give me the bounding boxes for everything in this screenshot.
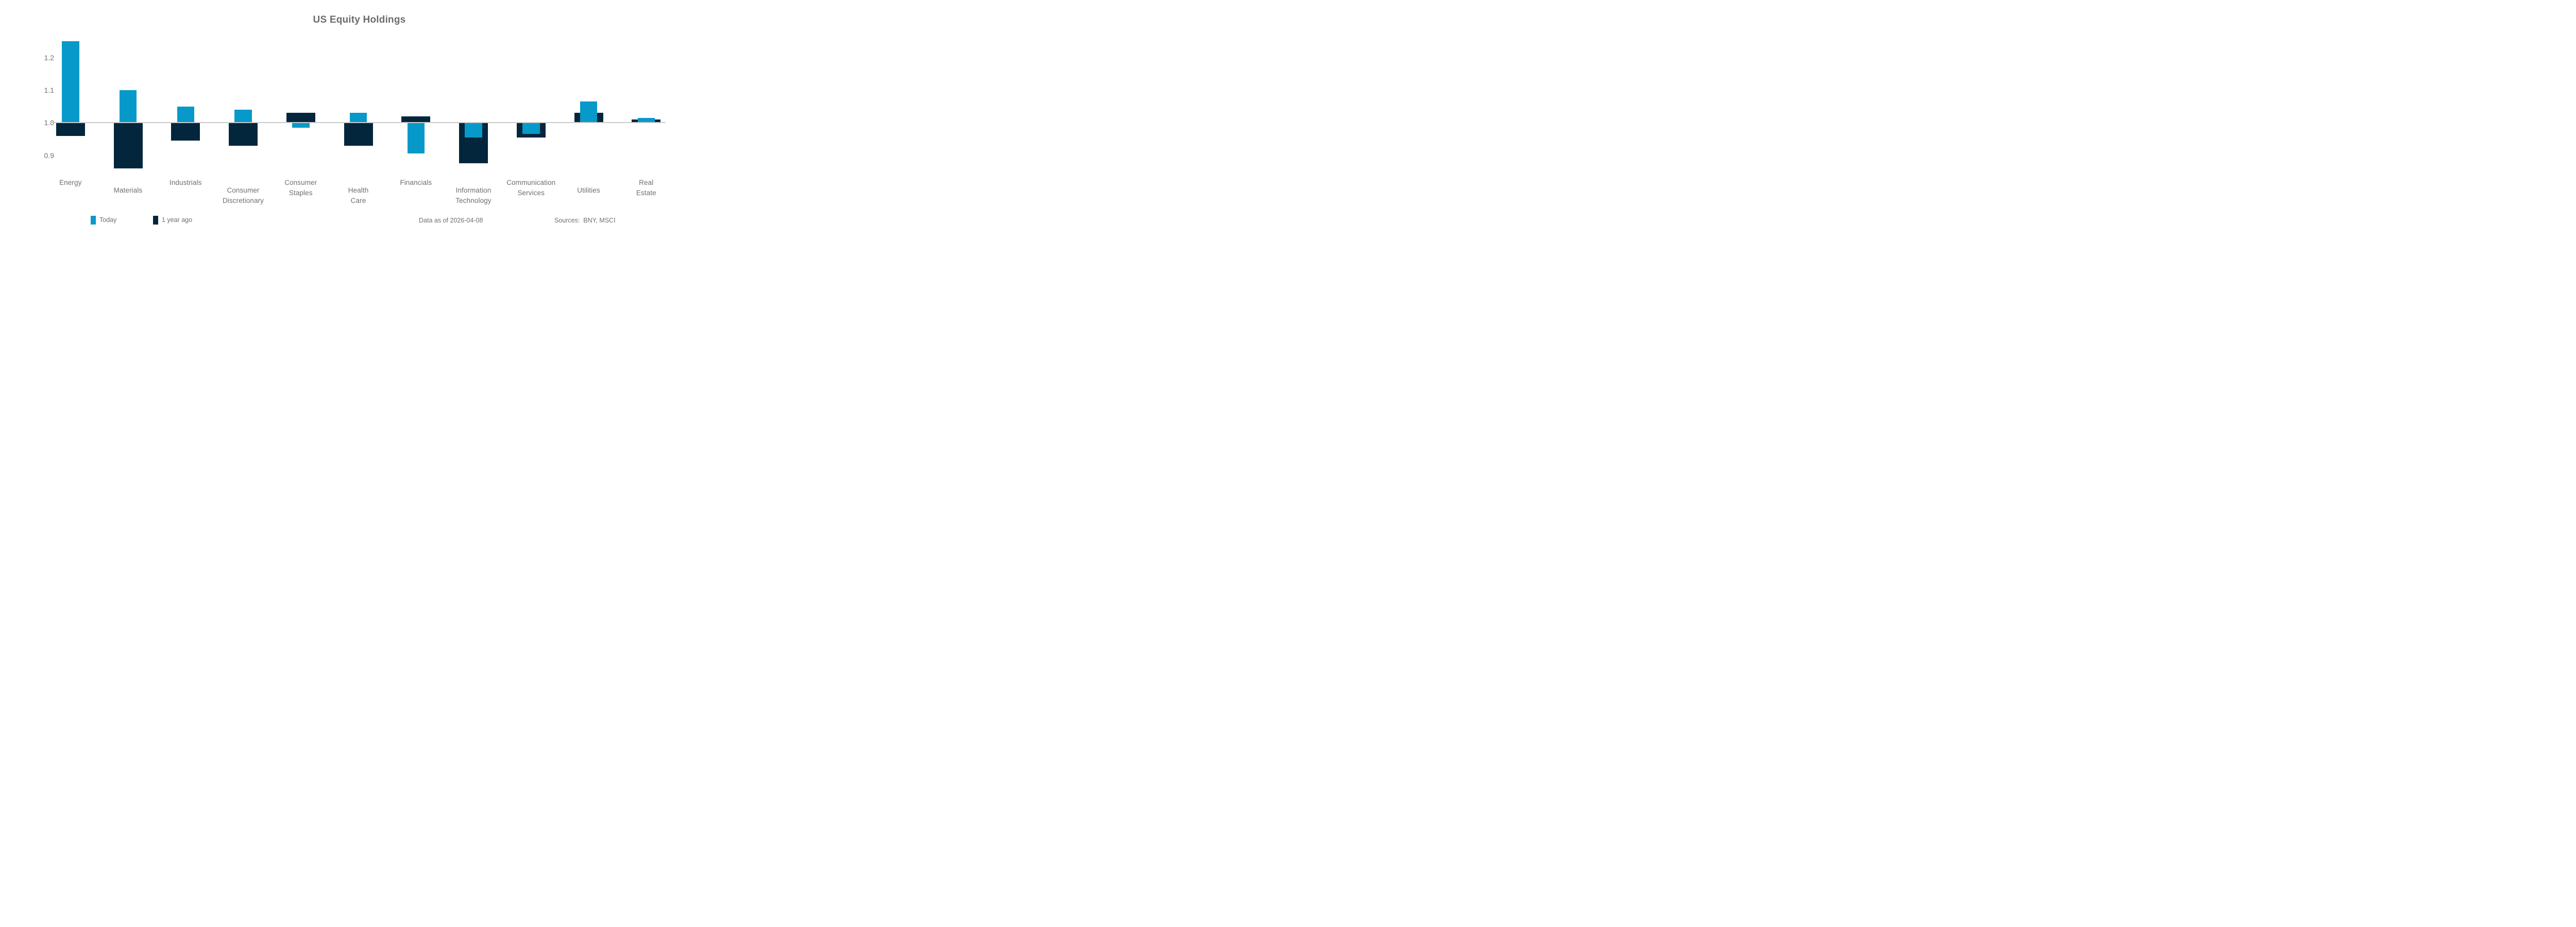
legend-label-today: Today (99, 216, 117, 224)
category-label-energy: Energy (59, 178, 82, 186)
category-label-industrials: Industrials (169, 178, 202, 186)
bar-today-information-technology (465, 123, 482, 138)
bar-today-utilities (580, 101, 598, 123)
chart-title: US Equity Holdings (313, 14, 406, 25)
bar-1-year-ago-energy (56, 123, 85, 136)
y-axis-tick-1.1: 1.1 (44, 86, 54, 95)
legend-label-1-year-ago: 1 year ago (162, 216, 193, 224)
category-label-consumer-discretionary: Consumer Discretionary (222, 186, 264, 204)
bar-1-year-ago-financials (401, 116, 431, 123)
bar-today-real-estate (637, 117, 655, 123)
bar-today-consumer-discretionary (234, 110, 252, 123)
category-label-consumer-staples: Consumer Staples (284, 178, 317, 197)
y-axis-tick-1.2: 1.2 (44, 53, 54, 62)
y-axis-tick-0.9: 0.9 (44, 151, 54, 160)
category-label-information-technology: Information Technology (455, 186, 492, 204)
bar-today-energy (62, 41, 79, 123)
category-label-communication-services: Communication Services (506, 178, 556, 197)
bar-today-consumer-staples (292, 123, 310, 128)
category-label-materials: Materials (113, 186, 143, 194)
footnote-sources: Sources: BNY, MSCI (554, 217, 616, 224)
bar-today-health-care (349, 113, 367, 123)
bar-today-materials (119, 90, 137, 123)
category-label-health-care: Health Care (348, 186, 369, 204)
bar-today-communication-services (522, 123, 540, 134)
category-label-utilities: Utilities (577, 186, 600, 194)
category-label-real-estate: Real Estate (636, 178, 656, 197)
footnote-data-as-of: Data as of 2026-04-08 (419, 217, 483, 224)
bar-1-year-ago-materials (113, 123, 143, 168)
bar-1-year-ago-industrials (171, 123, 200, 141)
bar-today-industrials (177, 106, 194, 123)
us-equity-holdings-chart: US Equity Holdings 0.9 1.0 1.1 1.2 Energy Mat… (0, 0, 696, 232)
legend-swatch-1-year-ago (153, 216, 158, 225)
bar-1-year-ago-consumer-discretionary (229, 123, 258, 146)
legend-swatch-today (91, 216, 96, 225)
bar-1-year-ago-health-care (344, 123, 373, 146)
category-label-financials: Financials (400, 178, 432, 186)
y-axis-tick-1.0: 1.0 (44, 118, 54, 127)
baseline-gridline (50, 122, 666, 124)
bar-today-financials (407, 123, 425, 154)
bar-1-year-ago-consumer-staples (286, 113, 315, 123)
